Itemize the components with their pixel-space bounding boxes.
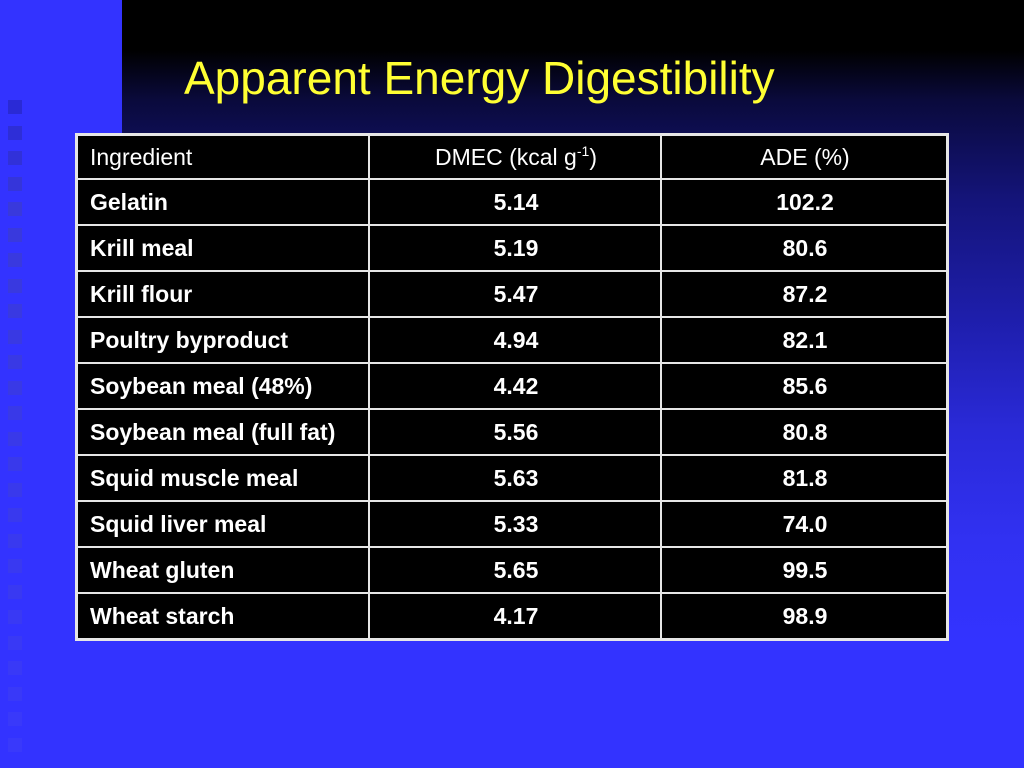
cell-ingredient: Squid muscle meal bbox=[75, 454, 370, 502]
decorative-square-column bbox=[0, 100, 40, 760]
cell-dmec: 5.33 bbox=[368, 500, 662, 548]
decorative-square bbox=[8, 584, 22, 599]
digestibility-table: Ingredient DMEC (kcal g-1) ADE (%) Gelat… bbox=[75, 133, 949, 641]
header-dmec: DMEC (kcal g-1) bbox=[368, 133, 662, 180]
cell-ade: 81.8 bbox=[660, 454, 949, 502]
table-row: Gelatin 5.14 102.2 bbox=[75, 178, 949, 226]
table-row: Squid muscle meal 5.63 81.8 bbox=[75, 454, 949, 502]
decorative-square bbox=[8, 406, 22, 420]
cell-dmec: 5.65 bbox=[368, 546, 662, 594]
cell-ade: 98.9 bbox=[660, 592, 949, 641]
decorative-square bbox=[8, 202, 22, 216]
decorative-square bbox=[8, 533, 22, 548]
decorative-square bbox=[8, 712, 22, 726]
cell-ingredient: Squid liver meal bbox=[75, 500, 370, 548]
cell-dmec: 5.19 bbox=[368, 224, 662, 272]
decorative-square bbox=[8, 635, 22, 650]
decorative-square bbox=[8, 278, 22, 293]
cell-ade: 99.5 bbox=[660, 546, 949, 594]
decorative-square bbox=[8, 508, 22, 522]
decorative-square bbox=[8, 227, 22, 242]
cell-dmec: 4.94 bbox=[368, 316, 662, 364]
header-dmec-text: DMEC (kcal g bbox=[435, 144, 577, 170]
header-ingredient: Ingredient bbox=[75, 133, 370, 180]
cell-ade: 102.2 bbox=[660, 178, 949, 226]
cell-ade: 80.8 bbox=[660, 408, 949, 456]
cell-ade: 80.6 bbox=[660, 224, 949, 272]
cell-ingredient: Poultry byproduct bbox=[75, 316, 370, 364]
cell-ade: 82.1 bbox=[660, 316, 949, 364]
decorative-square bbox=[8, 253, 22, 267]
decorative-square bbox=[8, 457, 22, 471]
decorative-square bbox=[8, 329, 22, 344]
cell-dmec: 5.14 bbox=[368, 178, 662, 226]
decorative-square bbox=[8, 661, 22, 675]
decorative-square bbox=[8, 380, 22, 395]
table-row: Poultry byproduct 4.94 82.1 bbox=[75, 316, 949, 364]
table-row: Wheat starch 4.17 98.9 bbox=[75, 592, 949, 641]
table-row: Soybean meal (full fat) 5.56 80.8 bbox=[75, 408, 949, 456]
cell-ade: 87.2 bbox=[660, 270, 949, 318]
decorative-square bbox=[8, 610, 22, 624]
table-row: Soybean meal (48%) 4.42 85.6 bbox=[75, 362, 949, 410]
cell-ingredient: Gelatin bbox=[75, 178, 370, 226]
header-dmec-close: ) bbox=[589, 144, 597, 170]
decorative-square bbox=[8, 304, 22, 318]
decorative-square bbox=[8, 100, 22, 114]
table-row: Krill meal 5.19 80.6 bbox=[75, 224, 949, 272]
slide-title: Apparent Energy Digestibility bbox=[184, 52, 775, 104]
cell-ingredient: Soybean meal (48%) bbox=[75, 362, 370, 410]
decorative-square bbox=[8, 176, 22, 191]
header-dmec-superscript: -1 bbox=[576, 143, 590, 159]
decorative-square bbox=[8, 737, 22, 752]
table-header-row: Ingredient DMEC (kcal g-1) ADE (%) bbox=[75, 133, 949, 180]
decorative-square bbox=[8, 125, 22, 140]
table-row: Squid liver meal 5.33 74.0 bbox=[75, 500, 949, 548]
decorative-square bbox=[8, 431, 22, 446]
decorative-square bbox=[8, 686, 22, 701]
decorative-square bbox=[8, 355, 22, 369]
cell-ingredient: Krill flour bbox=[75, 270, 370, 318]
header-ade: ADE (%) bbox=[660, 133, 949, 180]
cell-ingredient: Soybean meal (full fat) bbox=[75, 408, 370, 456]
table-row: Wheat gluten 5.65 99.5 bbox=[75, 546, 949, 594]
cell-ingredient: Wheat starch bbox=[75, 592, 370, 641]
table-row: Krill flour 5.47 87.2 bbox=[75, 270, 949, 318]
cell-ingredient: Krill meal bbox=[75, 224, 370, 272]
cell-ade: 74.0 bbox=[660, 500, 949, 548]
cell-dmec: 5.47 bbox=[368, 270, 662, 318]
cell-ade: 85.6 bbox=[660, 362, 949, 410]
cell-dmec: 4.42 bbox=[368, 362, 662, 410]
decorative-square bbox=[8, 151, 22, 165]
cell-dmec: 5.63 bbox=[368, 454, 662, 502]
cell-ingredient: Wheat gluten bbox=[75, 546, 370, 594]
cell-dmec: 4.17 bbox=[368, 592, 662, 641]
decorative-square bbox=[8, 559, 22, 573]
cell-dmec: 5.56 bbox=[368, 408, 662, 456]
decorative-square bbox=[8, 482, 22, 497]
